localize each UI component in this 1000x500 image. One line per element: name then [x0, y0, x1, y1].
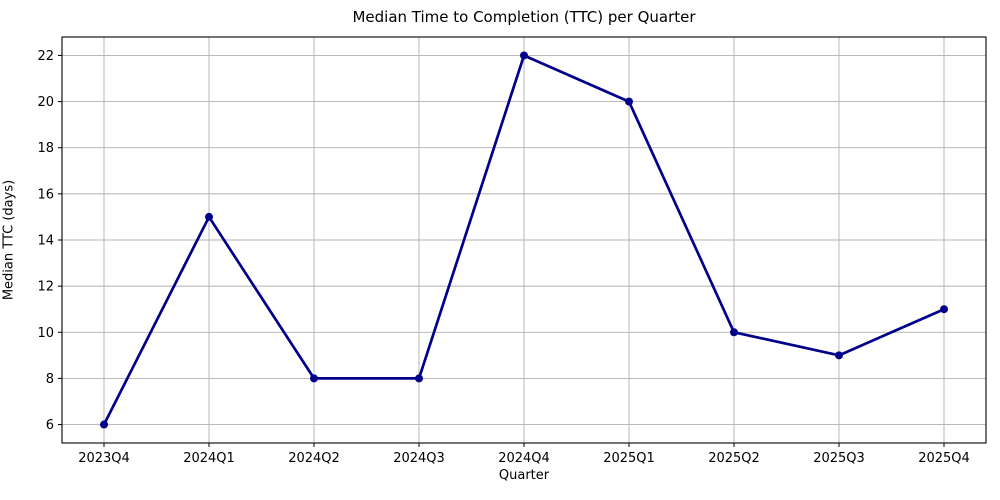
- data-point-marker: [205, 212, 213, 221]
- data-point-marker: [835, 351, 843, 360]
- data-point-marker: [625, 97, 633, 106]
- y-tick-label: 6: [46, 418, 54, 433]
- x-tick-label: 2024Q4: [498, 451, 550, 466]
- x-tick-label: 2023Q4: [78, 451, 130, 466]
- x-tick-label: 2025Q2: [708, 451, 760, 466]
- y-tick-label: 12: [37, 280, 54, 295]
- x-tick-label: 2025Q4: [918, 451, 970, 466]
- x-tick-label: 2024Q3: [393, 451, 445, 466]
- x-tick-label: 2025Q1: [603, 451, 655, 466]
- y-tick-label: 16: [37, 187, 54, 202]
- data-point-marker: [100, 420, 108, 429]
- y-tick-label: 10: [37, 326, 54, 341]
- x-tick-label: 2024Q1: [183, 451, 235, 466]
- y-tick-label: 20: [37, 95, 54, 110]
- x-axis-label: Quarter: [498, 468, 550, 483]
- y-tick-label: 18: [37, 141, 54, 156]
- x-tick-label: 2025Q3: [813, 451, 865, 466]
- y-tick-label: 8: [46, 372, 54, 387]
- data-point-marker: [730, 328, 738, 337]
- y-tick-label: 14: [37, 234, 54, 249]
- data-point-marker: [940, 305, 948, 314]
- data-point-marker: [520, 51, 528, 60]
- y-axis-label: Median TTC (days): [1, 179, 17, 301]
- data-point-marker: [310, 374, 318, 383]
- chart-title: Median Time to Completion (TTC) per Quar…: [352, 8, 696, 26]
- x-tick-label: 2024Q2: [288, 451, 340, 466]
- y-tick-label: 22: [37, 49, 54, 64]
- data-point-marker: [415, 374, 423, 383]
